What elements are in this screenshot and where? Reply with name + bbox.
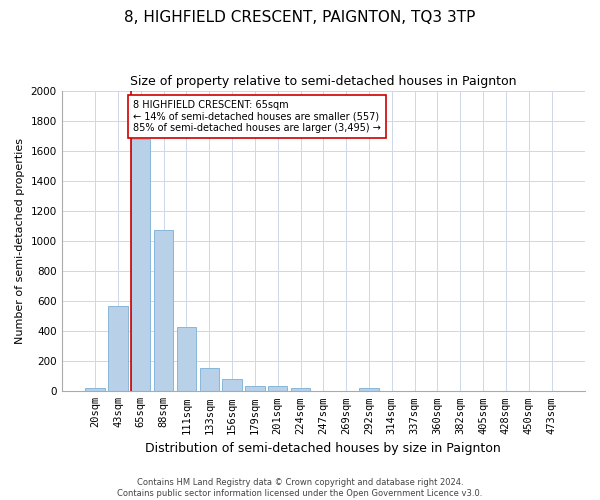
Bar [154, 230, 173, 392]
Bar [85, 388, 105, 392]
Bar [223, 380, 242, 392]
Text: Contains HM Land Registry data © Crown copyright and database right 2024.
Contai: Contains HM Land Registry data © Crown c… [118, 478, 482, 498]
Bar [359, 388, 379, 392]
Y-axis label: Number of semi-detached properties: Number of semi-detached properties [15, 138, 25, 344]
Bar [268, 386, 287, 392]
Text: 8, HIGHFIELD CRESCENT, PAIGNTON, TQ3 3TP: 8, HIGHFIELD CRESCENT, PAIGNTON, TQ3 3TP [124, 10, 476, 25]
Title: Size of property relative to semi-detached houses in Paignton: Size of property relative to semi-detach… [130, 75, 517, 88]
Bar [200, 368, 219, 392]
Text: 8 HIGHFIELD CRESCENT: 65sqm
← 14% of semi-detached houses are smaller (557)
85% : 8 HIGHFIELD CRESCENT: 65sqm ← 14% of sem… [133, 100, 380, 133]
Bar [177, 326, 196, 392]
Bar [291, 388, 310, 392]
Bar [245, 386, 265, 392]
Bar [108, 306, 128, 392]
X-axis label: Distribution of semi-detached houses by size in Paignton: Distribution of semi-detached houses by … [145, 442, 501, 455]
Bar [131, 138, 151, 392]
